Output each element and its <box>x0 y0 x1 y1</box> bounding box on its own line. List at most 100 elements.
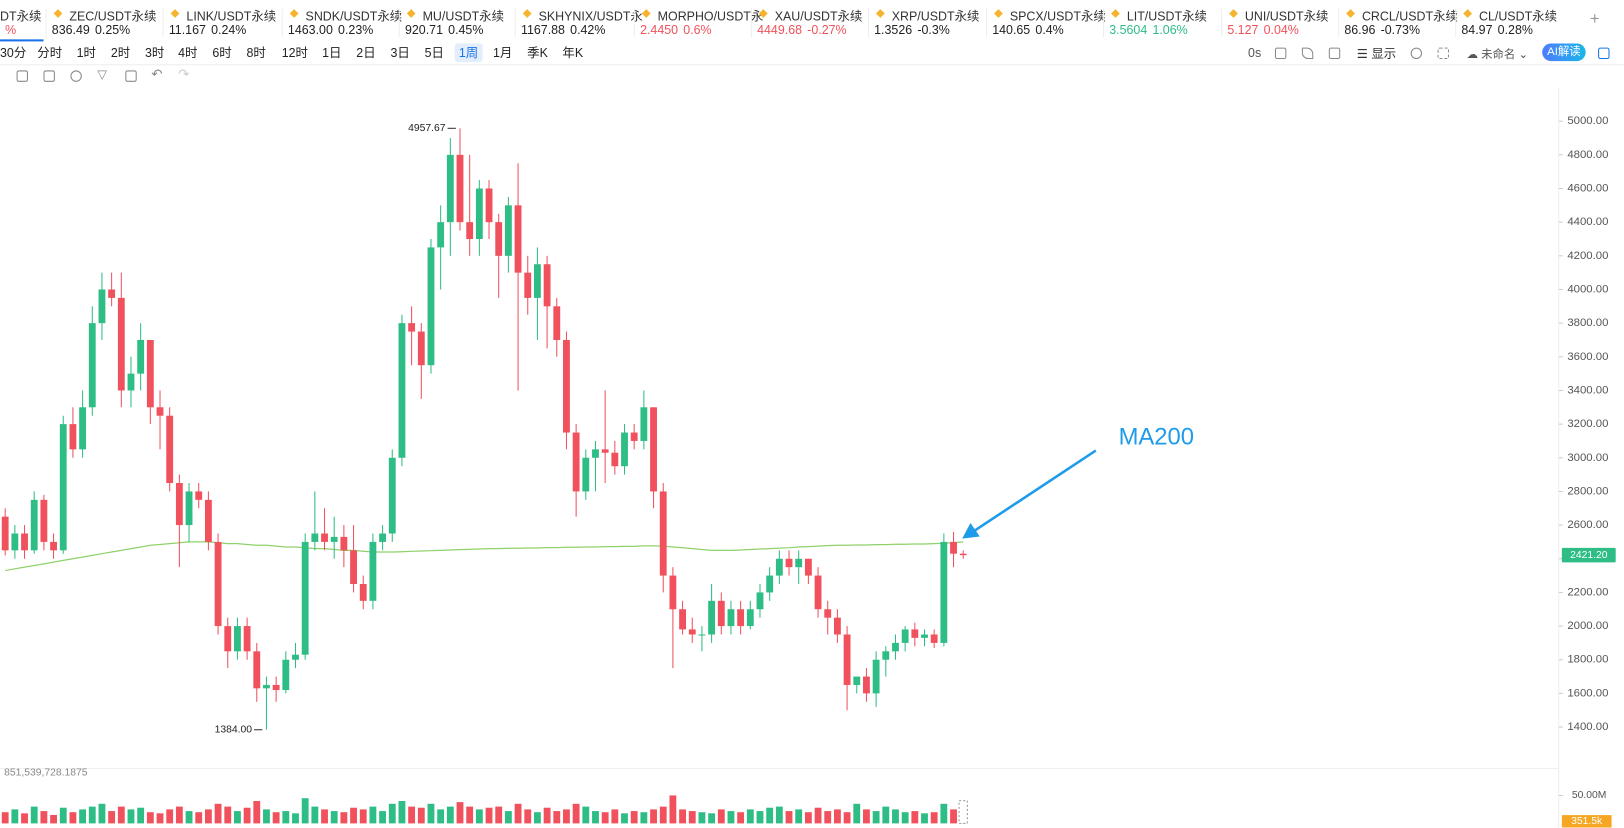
candle-body <box>669 575 677 610</box>
candle-body <box>263 684 270 689</box>
timeframe[interactable]: 分时 <box>37 45 63 61</box>
eye-icon[interactable] <box>70 70 82 82</box>
ticker-divider <box>1338 8 1340 38</box>
candle-body <box>843 634 851 685</box>
delete-icon[interactable] <box>125 70 137 82</box>
ticker-name[interactable]: MU/USDT永续 <box>422 9 505 24</box>
camera-icon[interactable] <box>1274 47 1287 60</box>
volume-bar <box>272 812 280 824</box>
filter-icon[interactable]: ▽ <box>97 67 107 82</box>
add-ticker[interactable]: + <box>1589 10 1600 28</box>
ticker-price: 1.3526 <box>874 22 913 38</box>
candle-body <box>234 626 241 652</box>
ticker-change: 0.6% <box>683 22 712 38</box>
ticker-divider <box>985 8 988 38</box>
timeframe[interactable]: 3时 <box>144 45 165 61</box>
share-icon[interactable] <box>1598 47 1610 60</box>
volume-bar <box>669 795 677 824</box>
ticker-price: 920.71 <box>404 22 443 38</box>
timeframe[interactable]: 2时 <box>110 45 131 61</box>
volume-bar <box>417 807 425 824</box>
ticker-change: 0.23% <box>338 22 374 38</box>
volume-bar <box>911 811 919 824</box>
ai-button[interactable]: AI解读 <box>1542 43 1586 62</box>
ticker-divider <box>281 8 283 38</box>
timeframe[interactable]: 季K <box>527 45 548 61</box>
ticker-name[interactable]: CL/USDT永续 <box>1478 9 1558 24</box>
current-volume-box <box>958 800 968 824</box>
ticker-name[interactable]: LIT/USDT永续 <box>1126 9 1207 24</box>
pen-icon[interactable] <box>1301 47 1314 60</box>
volume-bar <box>804 812 812 824</box>
timeframe[interactable]: 6时 <box>212 45 232 61</box>
y-tick-label: 3000.00 <box>1567 452 1608 464</box>
candle-body <box>156 407 164 416</box>
ticker-name[interactable]: MORPHO/USDT永 <box>657 9 764 24</box>
candle-body <box>243 626 251 652</box>
timeframe[interactable]: 5日 <box>424 45 444 61</box>
ticker-name[interactable]: UNI/USDT永续 <box>1244 9 1329 24</box>
timeframe[interactable]: 1时 <box>76 45 96 61</box>
candle-body <box>466 222 474 239</box>
ticker-change: 0.28% <box>1497 22 1533 38</box>
ticker-values: 836.49 0.25% <box>52 23 130 37</box>
ticker-values: 140.65 0.4% <box>992 23 1064 37</box>
volume-bar <box>379 811 387 824</box>
candle-body <box>272 684 280 691</box>
lock-icon[interactable] <box>16 70 28 82</box>
ticker-name[interactable]: ZEC/USDT永续 <box>69 9 157 24</box>
ticker-name[interactable]: SNDK/USDT永续 <box>305 9 403 24</box>
ticker-change: % <box>5 22 17 38</box>
candle-body <box>543 264 551 307</box>
volume-bar <box>892 809 899 824</box>
last-price-label: 2421.20 <box>1570 550 1608 561</box>
timeframe[interactable]: 4时 <box>178 45 198 61</box>
timeframe[interactable]: 2日 <box>356 45 376 61</box>
display-menu[interactable]: ☰ 显示 <box>1356 46 1397 62</box>
fullscreen-icon[interactable] <box>1437 47 1449 60</box>
ticker-name[interactable]: DT永续 <box>0 9 42 24</box>
ticker-name[interactable]: CRCL/USDT永续 <box>1361 9 1458 24</box>
ticker-name[interactable]: SPCX/USDT永续 <box>1009 9 1106 24</box>
candle-body <box>911 629 919 638</box>
timeframe[interactable]: 年K <box>562 45 584 61</box>
candle-body <box>21 533 28 551</box>
ticker-name[interactable]: XAU/USDT永续 <box>774 9 863 24</box>
candle-body <box>650 407 657 492</box>
candle-body <box>446 154 454 223</box>
timeframe[interactable]: 3日 <box>390 45 410 61</box>
volume-bar <box>563 809 570 824</box>
undo-icon[interactable]: ↶ <box>151 66 163 82</box>
volume-bar <box>756 811 764 824</box>
candle-body <box>146 339 154 408</box>
ticker-name[interactable]: XRP/USDT永续 <box>891 9 980 24</box>
timeframe[interactable]: 1周 <box>454 43 483 63</box>
redo-icon[interactable]: ↷ <box>178 66 190 82</box>
ticker-name[interactable]: LINK/USDT永续 <box>186 9 277 24</box>
candle-body <box>282 659 290 691</box>
timeframe[interactable]: 30分 <box>0 45 27 61</box>
candle-body <box>1 516 9 551</box>
timeframe[interactable]: 12时 <box>281 45 308 61</box>
ticker-values: 920.71 0.45% <box>405 23 483 37</box>
window-icon[interactable] <box>1328 47 1341 60</box>
candle-body <box>321 533 328 542</box>
layout-menu[interactable]: ☁ 未命名 ⌄ <box>1466 48 1529 62</box>
volume-bar <box>737 812 745 824</box>
timeframe[interactable]: 1月 <box>492 45 513 61</box>
candle-body <box>863 676 870 694</box>
volume-bar <box>534 812 541 824</box>
timeframe[interactable]: 8时 <box>246 45 266 61</box>
volume-bar <box>301 798 309 824</box>
ticker-change: 1.06% <box>1152 22 1188 38</box>
volume-tick-label: 50.00M <box>1572 790 1607 801</box>
volume-bar <box>746 809 754 824</box>
timeframe[interactable]: 1日 <box>322 45 342 61</box>
magnet-icon[interactable] <box>43 70 55 82</box>
volume-bar <box>688 811 696 824</box>
candle-body <box>688 629 696 635</box>
volume-bar <box>175 806 183 824</box>
ticker-name[interactable]: SKHYNIX/USDT永 <box>538 9 643 24</box>
volume-last-label: 351.5k <box>1571 816 1603 827</box>
settings-icon[interactable] <box>1410 47 1423 60</box>
